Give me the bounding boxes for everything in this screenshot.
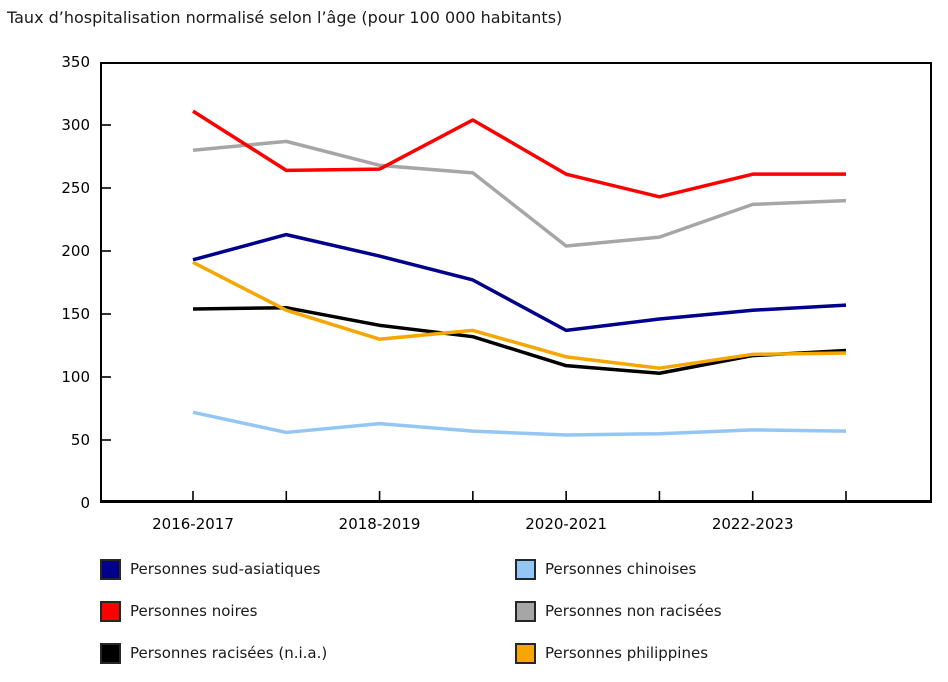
y-tick-label: 200 [61,242,90,260]
legend-swatch-icon [100,600,121,622]
x-tick-label: 2016-2017 [152,515,234,533]
legend-item: Personnes non racisées [515,600,722,622]
legend-swatch-icon [515,642,536,664]
y-tick-label: 0 [80,494,90,512]
x-tick-label: 2020-2021 [525,515,608,533]
legend-label: Personnes racisées (n.i.a.) [130,644,328,662]
y-tick-label: 50 [70,431,90,449]
plot-area [100,62,932,503]
series-line [192,232,847,333]
legend-item: Personnes racisées (n.i.a.) [100,642,327,664]
series-line [192,305,847,375]
legend-swatch-icon [515,600,536,622]
legend-label: Personnes non racisées [545,602,722,620]
x-tick-label: 2018-2019 [338,515,421,533]
series-line [192,260,847,370]
y-tick-label: 150 [61,305,90,323]
legend-item: Personnes chinoises [515,558,722,580]
legend-item: Personnes sud-asiatiques [100,558,327,580]
plot-canvas [100,62,932,503]
legend-label: Personnes chinoises [545,560,697,578]
y-tick-label: 100 [61,368,90,386]
legend-item: Personnes philippines [515,642,722,664]
y-tick-label: 300 [61,116,90,134]
legend-swatch-icon [100,642,121,664]
legend-label: Personnes philippines [545,644,709,662]
legend-label: Personnes sud-asiatiques [130,560,321,578]
legend-column: Personnes sud-asiatiques Personnes noires… [100,558,327,682]
legend-item: Personnes noires [100,600,327,622]
legend-swatch-icon [100,558,121,580]
plot-border [100,62,932,503]
y-tick-label: 350 [61,53,90,71]
series-line [192,139,847,248]
legend-column: Personnes chinoises Personnes non racisée… [515,558,722,682]
x-tick-label: 2022-2023 [711,515,794,533]
series-line [192,109,846,199]
chart-title: Taux d’hospitalisation normalisé selon l… [7,8,563,27]
y-tick-label: 250 [61,179,90,197]
legend-label: Personnes noires [130,602,258,620]
series-line [192,410,847,437]
legend-swatch-icon [515,558,536,580]
